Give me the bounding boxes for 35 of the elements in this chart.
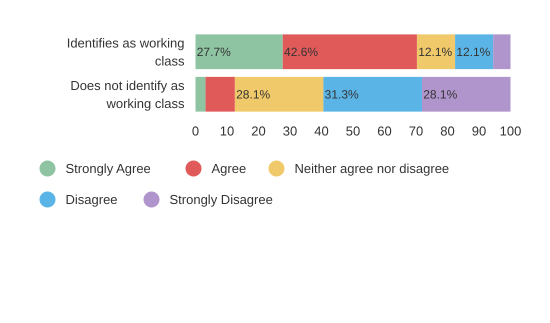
- x-tick-label: 20: [251, 124, 266, 138]
- data-label: 27.7%: [196, 44, 232, 59]
- x-tick-label: 40: [314, 124, 329, 138]
- bar: [416, 34, 456, 70]
- x-tick-label: 70: [408, 124, 424, 138]
- data-label: 42.6%: [284, 44, 318, 59]
- legend-label: Strongly Disagree: [170, 192, 273, 207]
- legend-label: Strongly Agree: [66, 161, 151, 176]
- bar: [196, 34, 283, 70]
- data-label: 12.1%: [456, 44, 491, 59]
- legend-label: Disagree: [66, 192, 118, 207]
- x-tick-label: 0: [192, 124, 200, 138]
- x-tick-label: 60: [377, 124, 392, 138]
- x-tick-label: 10: [220, 124, 234, 138]
- x-tick-label: 30: [282, 124, 298, 138]
- data-label: 12.1%: [418, 44, 453, 59]
- data-label: 28.1%: [236, 87, 270, 102]
- bar: [196, 76, 206, 112]
- legend-label: Neither agree nor disagree: [294, 161, 450, 176]
- x-tick-label: 100: [500, 124, 522, 138]
- x-tick-label: 50: [346, 124, 360, 138]
- bar: [206, 76, 235, 112]
- bar: [282, 34, 417, 70]
- y-tick-label: Does not identify as working class: [70, 78, 185, 111]
- x-tick-label: 90: [472, 124, 486, 138]
- data-label: 31.3%: [324, 87, 360, 102]
- legend-label: Agree: [212, 161, 246, 176]
- bar: [422, 76, 510, 112]
- bar: [234, 76, 324, 112]
- bar: [493, 34, 510, 70]
- x-tick-label: 80: [440, 124, 455, 138]
- bar: [323, 76, 422, 112]
- y-tick-label: Identifies as working class: [66, 35, 185, 68]
- data-label: 28.1%: [423, 87, 458, 102]
- bar: [455, 34, 494, 70]
